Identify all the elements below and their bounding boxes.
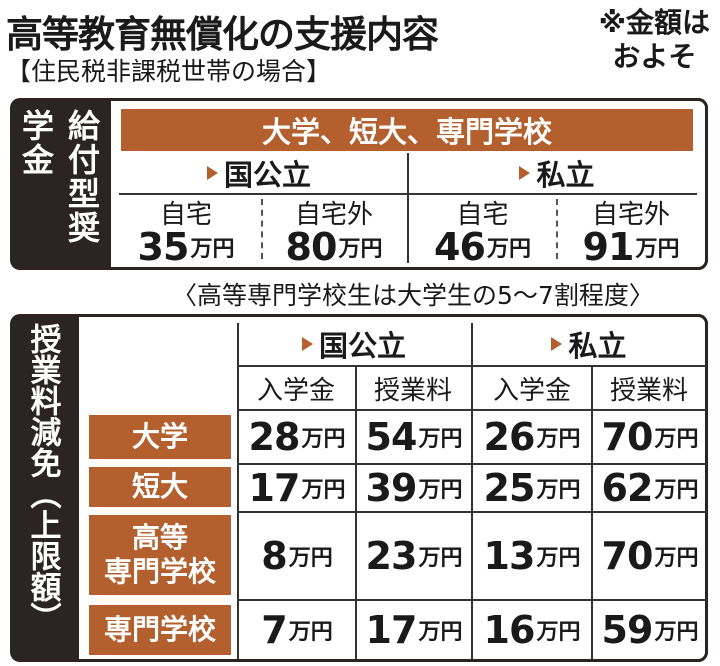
private-home-label: 自宅 bbox=[456, 199, 509, 230]
triangle-marker-icon bbox=[301, 337, 313, 351]
page-subtitle: 【住民税非課税世帯の場合】 bbox=[6, 57, 332, 86]
column-header-tuition-private: 授業料 bbox=[609, 375, 688, 406]
cell-university-national-tuition: 54 万円 bbox=[365, 415, 463, 459]
cell-vocational-private-tuition: 59 万円 bbox=[601, 608, 699, 652]
cell-vocational-private-entrance: 16 万円 bbox=[483, 608, 581, 652]
cell-technical-national-entrance: 8 万円 bbox=[261, 534, 333, 578]
tuition-group-private: 私立 bbox=[473, 323, 705, 365]
note-line-2: およそ bbox=[612, 40, 697, 73]
cell-vocational-national-tuition: 17 万円 bbox=[365, 608, 463, 652]
scholarship-body: 大学、短大、専門学校 国公立 私立 自宅 35 万円 自宅外 80 万円 自宅 46… bbox=[108, 98, 708, 270]
divider bbox=[556, 199, 558, 259]
divider bbox=[237, 511, 707, 513]
divider bbox=[237, 463, 707, 465]
divider bbox=[237, 409, 707, 411]
tuition-group-national: 国公立 bbox=[237, 323, 471, 365]
divider bbox=[471, 323, 473, 659]
private-away-label: 自宅外 bbox=[591, 199, 670, 230]
group-header-private: 私立 bbox=[409, 153, 705, 193]
triangle-marker-icon bbox=[551, 337, 563, 351]
triangle-marker-icon bbox=[519, 166, 531, 180]
amount-note: ※金額は およそ bbox=[599, 6, 710, 74]
cell-junior-private-tuition: 62 万円 bbox=[601, 466, 699, 510]
cell-vocational-national-entrance: 7 万円 bbox=[261, 608, 333, 652]
cell-university-national-entrance: 28 万円 bbox=[248, 415, 346, 459]
national-home-label: 自宅 bbox=[159, 199, 212, 230]
divider bbox=[261, 199, 263, 259]
cell-university-private-entrance: 26 万円 bbox=[483, 415, 581, 459]
private-home-amount: 46 万円 bbox=[434, 225, 531, 269]
category-bar: 大学、短大、専門学校 bbox=[121, 109, 693, 151]
row-label-university: 大学 bbox=[89, 415, 231, 459]
cell-university-private-tuition: 70 万円 bbox=[601, 415, 699, 459]
scholarship-panel: 給付型奨学金 大学、短大、専門学校 国公立 私立 自宅 35 万円 自宅外 80 万… bbox=[10, 98, 708, 270]
divider bbox=[407, 153, 409, 263]
triangle-marker-icon bbox=[206, 166, 218, 180]
column-header-tuition-national: 授業料 bbox=[373, 375, 452, 406]
tuition-label: 授業料減免（上限額） bbox=[24, 323, 61, 633]
national-home-amount: 35 万円 bbox=[137, 225, 235, 269]
scholarship-label: 給付型奨学金 bbox=[17, 109, 101, 245]
scholarship-label-box: 給付型奨学金 bbox=[10, 98, 108, 270]
row-label-junior-college: 短大 bbox=[89, 467, 231, 507]
group-header-national: 国公立 bbox=[111, 153, 407, 193]
cell-technical-national-tuition: 23 万円 bbox=[365, 534, 463, 578]
column-header-entrance-private: 入学金 bbox=[492, 375, 571, 406]
national-away-label: 自宅外 bbox=[294, 199, 373, 230]
note-line-1: ※金額は bbox=[598, 6, 710, 39]
national-away-amount: 80 万円 bbox=[285, 225, 383, 269]
divider bbox=[355, 367, 357, 659]
divider bbox=[591, 367, 593, 659]
private-away-amount: 91 万円 bbox=[582, 225, 680, 269]
cell-junior-private-entrance: 25 万円 bbox=[483, 466, 581, 510]
page-title: 高等教育無償化の支援内容 bbox=[6, 13, 439, 56]
divider bbox=[237, 323, 239, 659]
footnote: 〈高等専門学校生は大学生の5〜7割程度〉 bbox=[172, 281, 654, 310]
column-header-entrance-national: 入学金 bbox=[256, 375, 335, 406]
tuition-panel: 授業料減免（上限額） 国公立 私立 入学金 授業料 入学金 授業料 大学 28 万… bbox=[10, 314, 708, 662]
row-label-vocational-school: 専門学校 bbox=[89, 605, 231, 655]
divider bbox=[237, 599, 707, 601]
cell-junior-national-tuition: 39 万円 bbox=[365, 466, 463, 510]
cell-junior-national-entrance: 17 万円 bbox=[248, 466, 346, 510]
tuition-table: 国公立 私立 入学金 授業料 入学金 授業料 大学 28 万円 54 万円 26 万円… bbox=[76, 314, 708, 662]
row-label-technical-college: 高等 専門学校 bbox=[89, 515, 231, 595]
tuition-label-box: 授業料減免（上限額） bbox=[10, 314, 76, 662]
cell-technical-private-entrance: 13 万円 bbox=[483, 534, 581, 578]
cell-technical-private-tuition: 70 万円 bbox=[601, 534, 699, 578]
